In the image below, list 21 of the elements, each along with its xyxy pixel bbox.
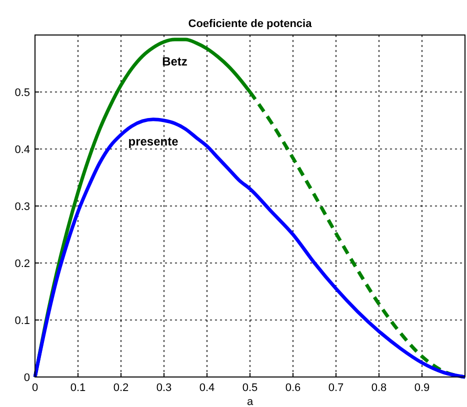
y-tick-label: 0.2 (14, 258, 30, 270)
y-tick-label: 0.5 (14, 87, 30, 99)
x-tick-label: 0.5 (242, 382, 258, 394)
series-label: Betz (162, 54, 188, 69)
x-axis-title: a (246, 396, 254, 407)
x-tick-label: 0.4 (199, 382, 215, 394)
y-tick-label: 0.1 (14, 315, 30, 327)
y-tick-label: 0.3 (14, 201, 30, 213)
chart-title: Coeficiente de potencia (188, 18, 313, 30)
line-series (33, 118, 467, 379)
y-tick-label: 0 (24, 372, 30, 384)
x-tick-label: 0.9 (414, 382, 430, 394)
x-tick-label: 0.8 (371, 382, 387, 394)
x-tick-label: 0 (32, 382, 38, 394)
x-tick-label: 0.3 (156, 382, 172, 394)
x-tick-label: 0.1 (70, 382, 86, 394)
series-label: presente (128, 134, 179, 148)
x-tick-label: 0.6 (285, 382, 301, 394)
x-tick-label: 0.2 (113, 382, 129, 394)
x-tick-label: 0.7 (328, 382, 344, 394)
y-tick-label: 0.4 (14, 144, 30, 156)
